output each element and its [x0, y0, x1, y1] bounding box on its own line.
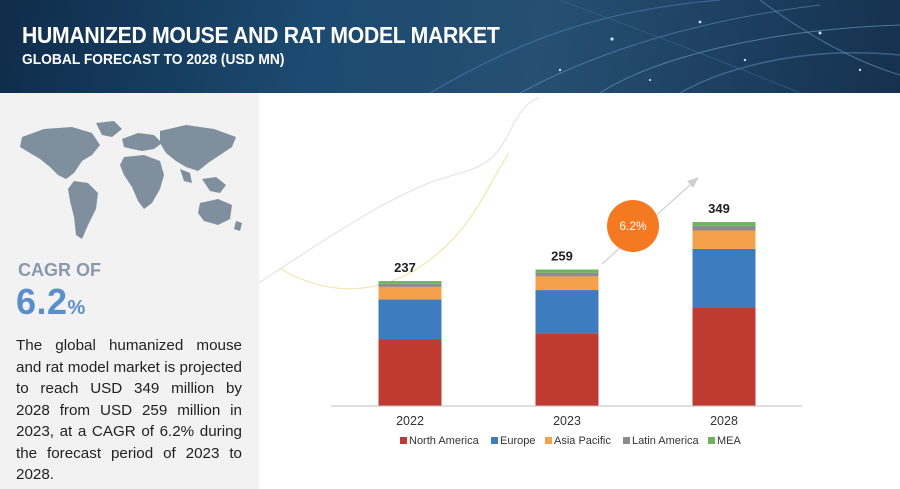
- decor-curve: [259, 97, 540, 284]
- bar-asia-pacific-2023: [535, 276, 599, 291]
- total-label-2028: 349: [708, 201, 730, 216]
- bar-mea-2028: [692, 222, 756, 226]
- banner-decoration: [429, 0, 900, 93]
- bar-north-america-2028: [692, 307, 756, 406]
- bar-europe-2023: [535, 290, 599, 334]
- cagr-badge-circle: [607, 200, 659, 252]
- x-tick-2023: 2023: [553, 414, 581, 428]
- bar-europe-2022: [378, 299, 442, 340]
- x-tick-labels: 2022 2023 2028: [396, 414, 738, 428]
- bar-group: [378, 222, 756, 406]
- legend-label-asia-pacific: Asia Pacific: [554, 435, 611, 447]
- legend-swatch-latin-america: [623, 437, 630, 444]
- bar-asia-pacific-2022: [378, 286, 442, 300]
- decor-curve: [278, 152, 510, 290]
- header-banner: HUMANIZED MOUSE AND RAT MODEL MARKET GLO…: [0, 0, 900, 93]
- legend-swatch-mea: [708, 437, 715, 444]
- legend-label-europe: Europe: [500, 435, 535, 447]
- cagr-badge: 6.2%: [601, 177, 699, 265]
- cagr-label: CAGR OF: [18, 260, 101, 280]
- bar-latin-america-2022: [378, 283, 442, 287]
- total-label-2022: 237: [394, 260, 416, 275]
- total-labels: 237 259 349: [394, 201, 730, 275]
- bar-europe-2028: [692, 248, 756, 308]
- cagr-unit: %: [67, 297, 86, 319]
- cagr-arrow-head: [687, 177, 699, 188]
- total-label-2023: 259: [551, 249, 573, 264]
- legend-label-north-america: North America: [409, 435, 480, 447]
- page-subtitle: GLOBAL FORECAST TO 2028 (USD MN): [22, 51, 285, 68]
- legend-swatch-asia-pacific: [545, 437, 552, 444]
- bar-asia-pacific-2028: [692, 230, 756, 249]
- bar-north-america-2023: [535, 333, 599, 406]
- world-map-icon: [20, 121, 242, 239]
- legend-swatch-europe: [491, 437, 498, 444]
- cagr-number: 6.2: [16, 281, 68, 322]
- cagr-value: 6.2%: [16, 281, 86, 323]
- bar-latin-america-2023: [535, 272, 599, 277]
- legend: North America Europe Asia Pacific Latin Ame…: [400, 435, 742, 447]
- summary-panel: CAGR OF 6.2% The global humanized mouse …: [0, 93, 259, 489]
- bar-mea-2022: [378, 281, 442, 284]
- x-tick-2022: 2022: [396, 414, 424, 428]
- x-tick-2028: 2028: [710, 414, 738, 428]
- cagr-badge-label: 6.2%: [619, 219, 647, 233]
- bar-north-america-2022: [378, 339, 442, 406]
- legend-swatch-north-america: [400, 437, 407, 444]
- market-description: The global humanized mouse and rat model…: [16, 337, 242, 483]
- legend-label-mea: MEA: [717, 435, 742, 447]
- bar-latin-america-2028: [692, 225, 756, 231]
- legend-label-latin-america: Latin America: [632, 435, 700, 447]
- bar-mea-2023: [535, 269, 599, 273]
- page-title: HUMANIZED MOUSE AND RAT MODEL MARKET: [22, 22, 500, 48]
- stacked-bar-chart: 237 259 349 2022 2023 2028 North America Euro…: [259, 97, 802, 447]
